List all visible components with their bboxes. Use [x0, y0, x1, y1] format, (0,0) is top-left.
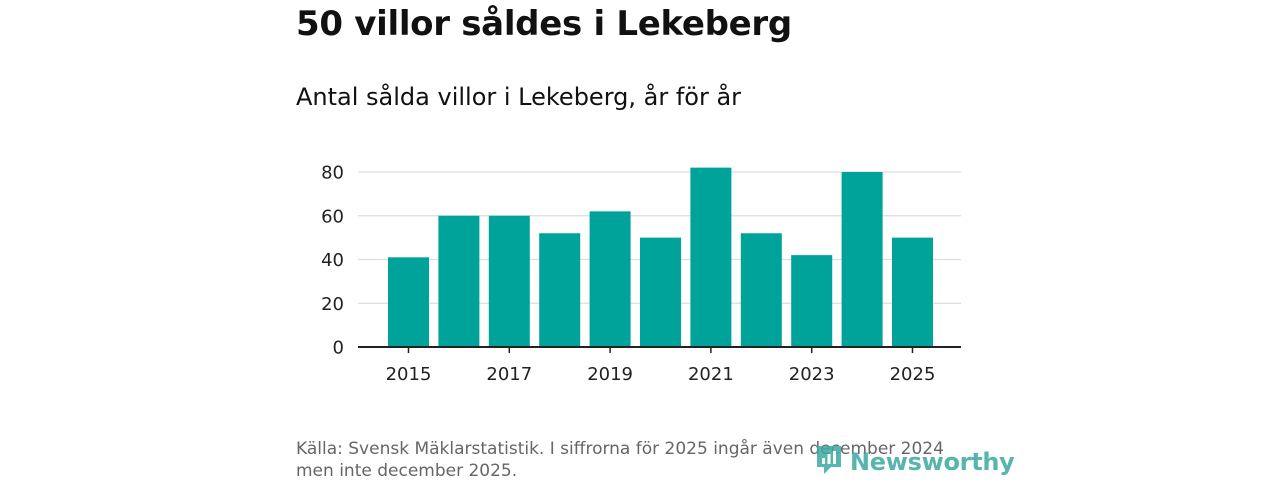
x-tick-label: 2015 — [386, 364, 432, 385]
newsworthy-logo-icon — [814, 443, 844, 481]
bar-2022 — [740, 233, 782, 347]
bars — [388, 167, 933, 347]
bar-2016 — [438, 215, 480, 347]
y-tick-label: 60 — [321, 206, 344, 227]
axes: 0 20 40 60 80 2015 2017 2019 2021 2023 2025 — [321, 163, 961, 385]
x-tick-label: 2025 — [890, 364, 936, 385]
source-note: Källa: Svensk Mäklarstatistik. I siffror… — [296, 438, 956, 482]
source-line-2: men inte december 2025. — [296, 461, 518, 481]
bar-2018 — [539, 233, 581, 347]
bar-2021 — [690, 167, 732, 347]
bar-2020 — [640, 237, 681, 347]
y-tick-label: 0 — [333, 338, 344, 359]
bar-2025 — [892, 237, 933, 347]
brand-name: Newsworthy — [850, 448, 1015, 476]
bar-2017 — [488, 215, 530, 347]
source-line-1: Källa: Svensk Mäklarstatistik. I siffror… — [296, 439, 944, 459]
bar-2023 — [791, 255, 833, 347]
x-tick-label: 2023 — [789, 364, 835, 385]
x-tick-label: 2017 — [486, 364, 532, 385]
bar-2015 — [388, 257, 429, 347]
bar-2019 — [589, 211, 631, 347]
y-tick-label: 80 — [321, 163, 344, 184]
y-tick-label: 20 — [321, 294, 344, 315]
x-tick-label: 2019 — [587, 364, 633, 385]
bar-chart: 0 20 40 60 80 2015 2017 2019 2021 2023 2025 — [321, 163, 961, 385]
chart-subtitle: Antal sålda villor i Lekeberg, år för år — [296, 83, 742, 111]
chart-title: 50 villor såldes i Lekeberg — [296, 4, 792, 44]
bar-2024 — [841, 172, 883, 347]
brand-logo: Newsworthy — [814, 444, 1015, 480]
x-tick-label: 2021 — [688, 364, 734, 385]
y-tick-label: 40 — [321, 250, 344, 271]
